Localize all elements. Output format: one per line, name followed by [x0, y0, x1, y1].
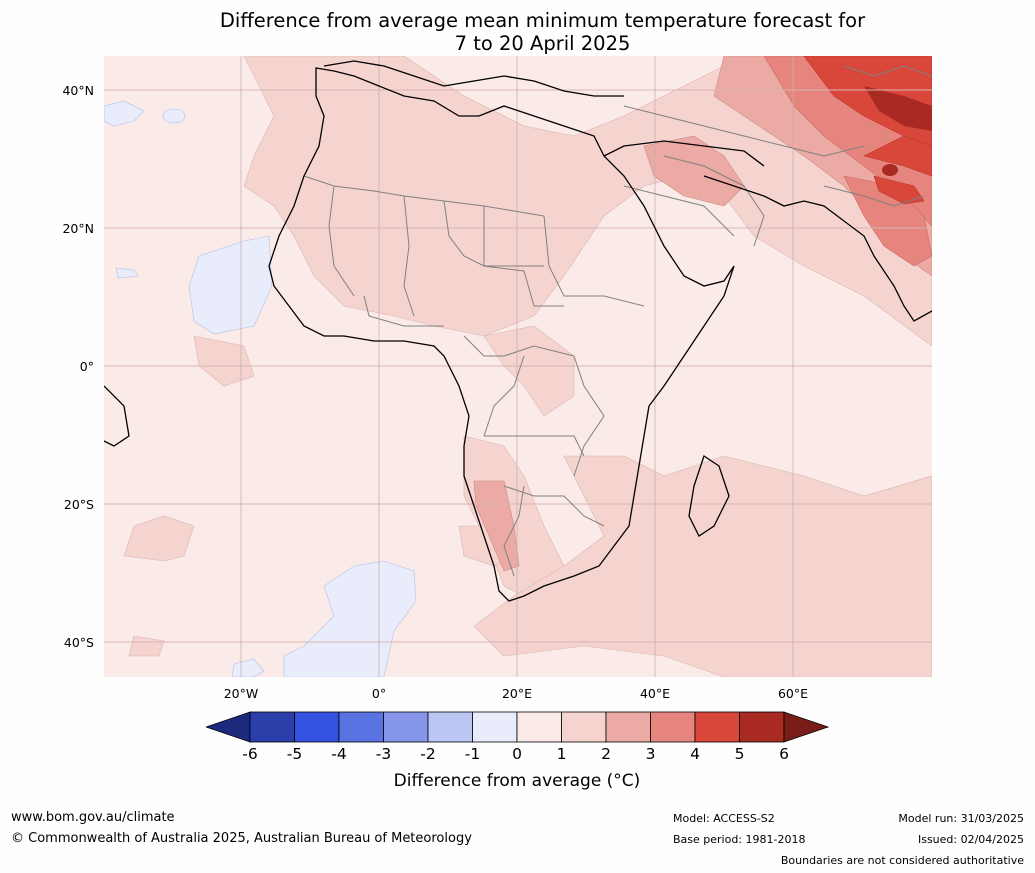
lon-label-40e: 40°E: [639, 686, 671, 701]
colorbar-cell: [427, 711, 473, 743]
colorbar-tick-label: -2: [420, 745, 436, 763]
colorbar-tick-label: 2: [601, 745, 611, 763]
graticule-meridians: [240, 56, 794, 677]
map-svg: [104, 56, 932, 677]
colorbar-cell: [605, 711, 651, 743]
lat-label-0: 0°: [79, 359, 94, 374]
colorbar-cell: [472, 711, 518, 743]
title-line-2: 7 to 20 April 2025: [454, 32, 631, 55]
lon-label-60e: 60°E: [777, 686, 809, 701]
colorbar-cell: [249, 711, 295, 743]
colorbar-label: Difference from average (°C): [393, 771, 641, 791]
lon-label-0: 0°: [371, 686, 387, 701]
colorbar-tick-label: 1: [556, 745, 567, 763]
colorbar-cell: [516, 711, 562, 743]
colorbar-tick-label: 6: [779, 745, 789, 763]
colorbar-tick-label: 5: [734, 745, 745, 763]
footer-issued: Issued: 02/04/2025: [917, 833, 1024, 846]
chart-title: Difference from average mean minimum tem…: [150, 9, 935, 55]
colorbar-tick-label: 0: [512, 745, 522, 763]
colorbar-tick-label: -1: [464, 745, 481, 763]
footer-copyright: © Commonwealth of Australia 2025, Austra…: [11, 831, 472, 846]
anomaly-band-neg-1-0: [104, 100, 417, 677]
colorbar-tick-label: 4: [690, 745, 700, 763]
footer-website: www.bom.gov.au/climate: [11, 810, 175, 825]
colorbar-arrow-low: [206, 711, 251, 743]
title-line-1: Difference from average mean minimum tem…: [219, 9, 866, 32]
lon-label-20w: 20°W: [223, 686, 259, 701]
anomaly-band-4-5: [803, 56, 932, 205]
footer-model-run: Model run: 31/03/2025: [898, 812, 1024, 825]
colorbar-cell: [739, 711, 785, 743]
anomaly-band-1-2: [123, 56, 932, 677]
footer-model: Model: ACCESS-S2: [673, 812, 775, 825]
colorbar-tick-label: 3: [645, 745, 656, 763]
colorbar-tick-label: -4: [331, 745, 347, 763]
lat-label-20s: 20°S: [63, 497, 94, 512]
graticule: [104, 89, 932, 643]
lat-label-40s: 40°S: [63, 635, 94, 650]
colorbar-arrow-high: [783, 711, 830, 743]
colorbar-cell: [561, 711, 607, 743]
colorbar-tick-label: -5: [286, 745, 303, 763]
lat-label-20n: 20°N: [62, 221, 94, 236]
colorbar-cell: [694, 711, 740, 743]
colorbar: [206, 711, 830, 743]
lon-label-20e: 20°E: [501, 686, 533, 701]
lat-label-40n: 40°N: [62, 83, 94, 98]
anomaly-band-5-6: [864, 86, 932, 176]
country-borders: [303, 65, 932, 577]
colorbar-cell: [650, 711, 696, 743]
colorbar-tick-label: -3: [375, 745, 392, 763]
footer-disclaimer: Boundaries are not considered authoritat…: [780, 854, 1024, 867]
coastline: [104, 60, 932, 602]
colorbar-cell: [294, 711, 340, 743]
colorbar-tick-label: -6: [242, 745, 258, 763]
footer-base-period: Base period: 1981-2018: [673, 833, 806, 846]
colorbar-cell: [338, 711, 384, 743]
colorbar-cell: [383, 711, 429, 743]
map-panel: [104, 56, 932, 677]
